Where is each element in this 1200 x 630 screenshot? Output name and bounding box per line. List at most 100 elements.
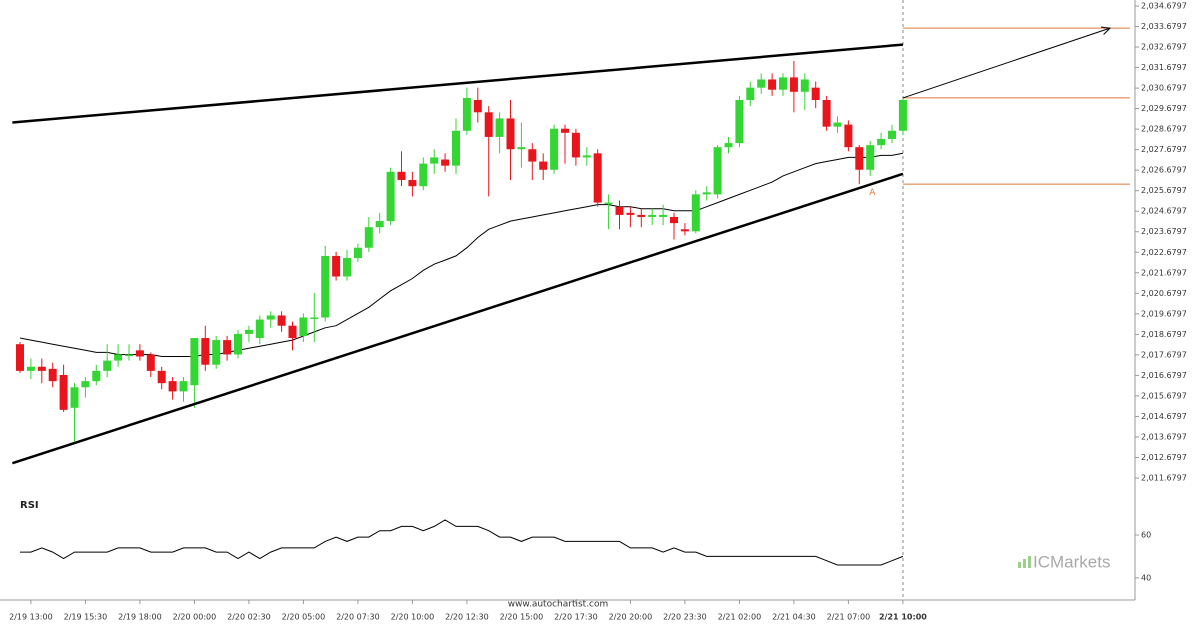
y-tick-label: 2,016.6797 xyxy=(1141,371,1187,380)
x-tick-label: 2/20 20:00 xyxy=(609,613,653,622)
candle-body xyxy=(212,340,221,365)
candle-body xyxy=(495,118,504,137)
candle-body xyxy=(484,112,493,137)
y-tick-label: 2,029.6797 xyxy=(1141,104,1187,113)
candle-body xyxy=(16,344,24,371)
x-tick-label: 2/19 15:30 xyxy=(64,613,108,622)
candle-body xyxy=(462,97,471,131)
candle-body xyxy=(310,317,319,320)
candle-body xyxy=(724,143,733,148)
y-tick-label: 2,012.6797 xyxy=(1141,453,1187,462)
candle-body xyxy=(659,214,668,217)
y-tick-label: 2,017.6797 xyxy=(1141,350,1187,359)
candle-body xyxy=(844,124,853,148)
x-tick-label: 2/19 13:00 xyxy=(9,613,53,622)
candle-body xyxy=(125,354,133,356)
candle-body xyxy=(244,329,253,334)
y-tick-label: 2,015.6797 xyxy=(1141,391,1187,400)
candle-body xyxy=(92,370,101,382)
x-tick-label: 2/20 00:00 xyxy=(173,613,217,622)
candle-body xyxy=(375,221,384,228)
candle-body xyxy=(855,147,864,170)
x-tick-label: 2/20 05:00 xyxy=(282,613,326,622)
y-tick-label: 2,030.6797 xyxy=(1141,84,1187,93)
y-tick-label: 2,018.6797 xyxy=(1141,330,1187,339)
moving-average xyxy=(19,152,903,357)
x-tick-label: 2/20 15:00 xyxy=(500,613,544,622)
y-tick-label: 2,028.6797 xyxy=(1141,125,1187,134)
candle-body xyxy=(822,99,831,127)
y-tick-label: 2,023.6797 xyxy=(1141,227,1187,236)
y-tick-label: 2,021.6797 xyxy=(1141,268,1187,277)
candle-body xyxy=(201,338,210,365)
candle-body xyxy=(811,87,820,100)
candle-body xyxy=(779,77,787,90)
candle-body xyxy=(691,194,700,232)
candle-body xyxy=(452,130,460,166)
y-tick-label: 2,022.6797 xyxy=(1141,248,1187,257)
y-tick-label: 2,019.6797 xyxy=(1141,309,1187,318)
candle-body xyxy=(103,360,112,371)
candle-body xyxy=(615,206,624,215)
candle-body xyxy=(506,118,515,150)
candle-body xyxy=(277,315,286,326)
y-tick-label: 2,013.6797 xyxy=(1141,432,1187,441)
candle-body xyxy=(135,350,144,357)
candle-body xyxy=(604,202,613,205)
pattern-label: A xyxy=(869,188,876,198)
candle-body xyxy=(571,132,580,158)
x-tick-label: 2/21 02:00 xyxy=(718,613,762,622)
candle-body xyxy=(343,258,351,277)
y-tick-label: 2,011.6797 xyxy=(1141,474,1187,483)
x-tick-label: 2/21 04:30 xyxy=(772,613,816,622)
y-tick-label: 2,024.6797 xyxy=(1141,207,1187,216)
candle-body xyxy=(898,99,907,131)
candle-body xyxy=(190,338,199,386)
logo-text: ICMarkets xyxy=(1033,552,1110,571)
candle-body xyxy=(114,354,123,361)
candle-body xyxy=(550,128,559,170)
candle-body xyxy=(364,227,373,248)
watermark: www.autochartist.com xyxy=(508,600,609,610)
candle-body xyxy=(561,128,569,133)
rsi-label: RSI xyxy=(20,500,39,511)
candle-body xyxy=(70,387,79,408)
logo-icon xyxy=(1018,556,1031,568)
candle-body xyxy=(37,366,46,371)
y-tick-label: 2,031.6797 xyxy=(1141,63,1187,72)
trendline xyxy=(11,172,904,465)
candle-body xyxy=(168,381,177,392)
candle-body xyxy=(26,366,35,371)
candle-body xyxy=(637,214,646,217)
candle-body xyxy=(430,157,439,164)
candle-body xyxy=(768,79,777,90)
x-tick-label: 2/20 23:30 xyxy=(663,613,707,622)
candle-body xyxy=(255,319,264,339)
x-tick-label: 2/21 10:00 xyxy=(879,613,927,622)
candle-body xyxy=(408,180,417,187)
candle-body xyxy=(353,247,362,259)
candle-body xyxy=(223,340,232,355)
candle-body xyxy=(419,163,428,187)
candle-body xyxy=(713,147,722,195)
candle-body xyxy=(800,79,809,92)
rsi-line xyxy=(20,519,904,566)
rsi-tick-label: 40 xyxy=(1141,573,1151,582)
candle-body xyxy=(680,229,689,232)
candle-body xyxy=(441,159,450,166)
candle-body xyxy=(735,99,744,144)
x-tick-label: 2/20 17:30 xyxy=(554,613,598,622)
candle-body xyxy=(59,374,68,410)
candle-body xyxy=(473,99,482,113)
candle-body xyxy=(146,354,155,371)
candle-body xyxy=(157,370,166,384)
candle-body xyxy=(517,147,526,150)
y-tick-label: 2,027.6797 xyxy=(1141,145,1187,154)
x-tick-label: 2/21 07:00 xyxy=(827,613,871,622)
candle-body xyxy=(593,153,602,203)
candle-body xyxy=(866,145,875,170)
candle-body xyxy=(877,138,886,146)
forecast-arrow xyxy=(902,27,1111,99)
y-tick-label: 2,034.6797 xyxy=(1141,2,1187,11)
y-tick-label: 2,025.6797 xyxy=(1141,186,1187,195)
